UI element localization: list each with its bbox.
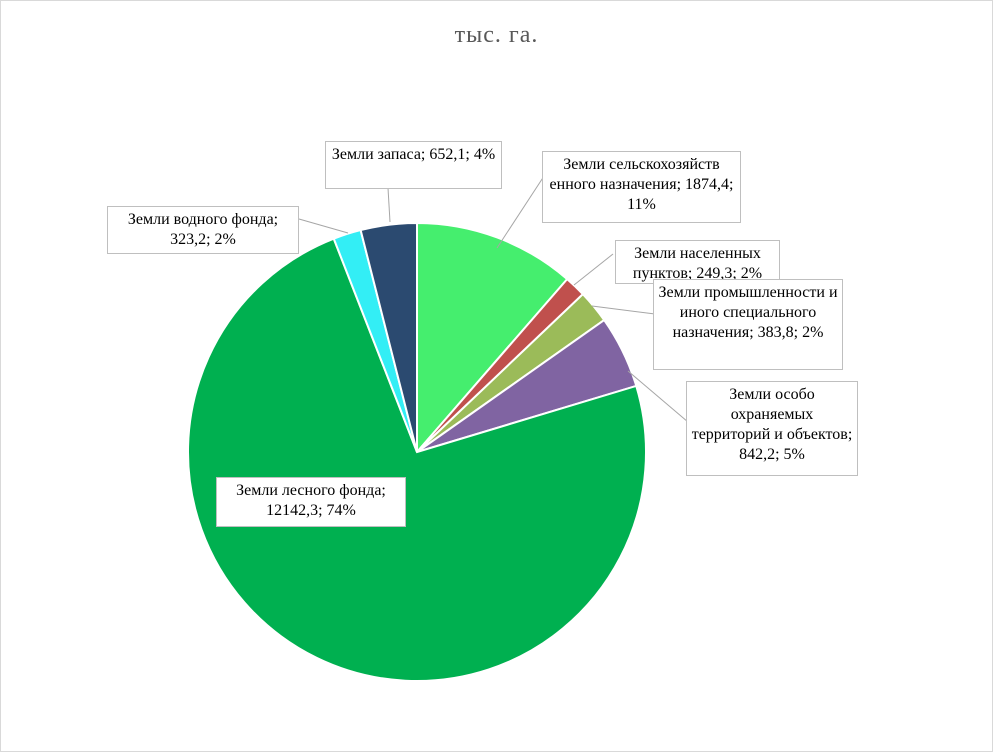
chart-title: тыс. га.: [454, 22, 539, 48]
data-label-industry: Земли промышленности и иного специальног…: [653, 279, 843, 370]
leader-line-water: [298, 218, 349, 234]
data-label-water: Земли водного фонда; 323,2; 2%: [107, 206, 299, 254]
pie-slice-agricultural: [416, 221, 569, 455]
data-label-forest: Земли лесного фонда; 12142,3; 74%: [216, 477, 406, 527]
pie-slice-reserve: [359, 221, 418, 453]
leader-line-protected: [627, 370, 689, 423]
data-label-reserve: Земли запаса; 652,1; 4%: [325, 141, 502, 189]
data-label-agricultural: Земли сельскохозяйств енного назначения;…: [542, 151, 741, 223]
pie-slice-forest: [187, 237, 647, 682]
leader-line-reserve: [387, 187, 391, 223]
leader-line-agricultural: [496, 169, 549, 249]
data-label-protected: Земли особо охраняемых территорий и объе…: [686, 381, 858, 476]
data-label-settlements: Земли населенных пунктов; 249,3; 2%: [615, 240, 780, 284]
leader-line-industry: [591, 305, 656, 315]
leader-line-settlements: [573, 253, 614, 286]
